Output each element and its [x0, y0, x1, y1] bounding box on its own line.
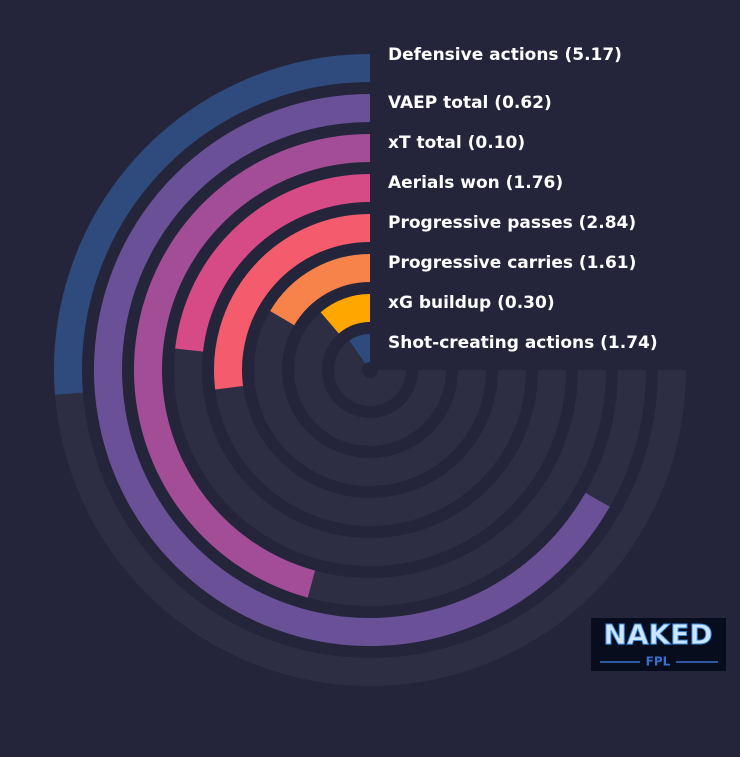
- bar: [270, 254, 371, 326]
- bar: [175, 174, 371, 352]
- bar: [349, 334, 372, 365]
- bar: [94, 94, 610, 646]
- bar-label: Defensive actions (5.17): [388, 45, 622, 65]
- track: [334, 334, 406, 406]
- bar-label: Progressive carries (1.61): [388, 253, 636, 273]
- logo-subtitle: FPL: [646, 655, 671, 669]
- track: [294, 294, 446, 446]
- bar-label: Shot-creating actions (1.74): [388, 333, 658, 353]
- logo: NAKED FPL: [591, 618, 726, 671]
- bar-label: xT total (0.10): [388, 133, 525, 153]
- bar: [214, 214, 371, 390]
- bar: [320, 294, 371, 334]
- bar-label: Aerials won (1.76): [388, 173, 563, 193]
- bar-label: Progressive passes (2.84): [388, 213, 636, 233]
- bar: [54, 54, 371, 395]
- bar-label: VAEP total (0.62): [388, 93, 552, 113]
- bar: [134, 134, 371, 598]
- bar-label: xG buildup (0.30): [388, 293, 555, 313]
- logo-title: NAKED: [603, 618, 712, 651]
